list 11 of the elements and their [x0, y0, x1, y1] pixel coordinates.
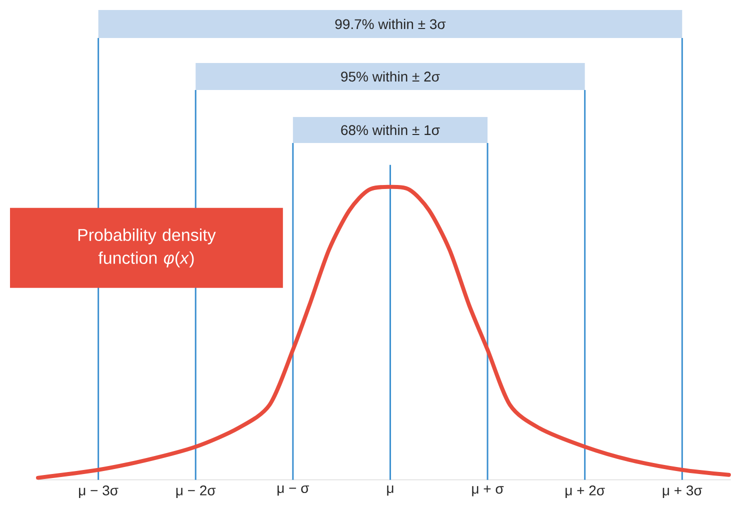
x-tick-label: μ + 2σ	[566, 486, 605, 498]
text: 99.7% within ± 3σ	[335, 18, 446, 30]
x-tick-label: μ − σ	[278, 486, 310, 496]
text: 95% within ± 2σ	[341, 71, 440, 82]
x-tick-label: μ	[387, 486, 394, 496]
x-tick-label: μ + 3σ	[662, 486, 702, 498]
x-tick-label: μ + σ	[472, 486, 504, 496]
annotation: Probability density function φ(x)	[78, 228, 216, 268]
x-tick-label: μ − 3σ	[79, 486, 118, 498]
text: 68% within ± 1σ	[341, 124, 440, 136]
x-tick-label: μ − 2σ	[176, 486, 216, 498]
